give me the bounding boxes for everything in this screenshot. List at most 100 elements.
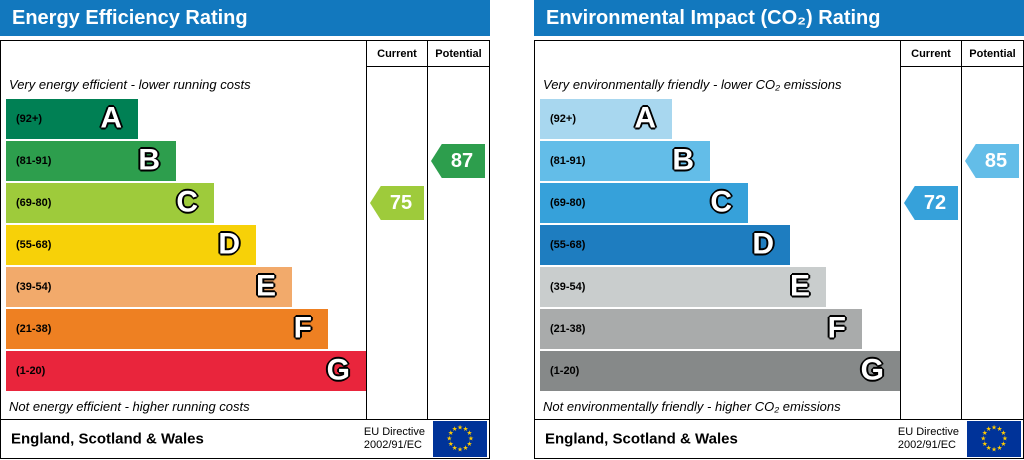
svg-text:★: ★ [467,441,473,448]
band-letter: C [710,185,732,219]
score-value: 87 [450,149,474,172]
rating-band-bar: (92+) A [540,99,672,139]
svg-text:★: ★ [980,436,986,443]
rating-band: (81-91) B [540,141,900,183]
eu-directive-label: EU Directive 2002/91/EC [364,426,425,452]
region-label: England, Scotland & Wales [11,430,204,448]
band-letter: G [860,353,884,387]
band-letter: B [672,143,694,177]
rating-band: (39-54) E [6,267,366,309]
band-range-label: (92+) [16,113,42,125]
band-range-label: (55-68) [550,239,586,251]
band-letter: E [789,269,810,303]
band-letter: F [293,311,312,345]
environmental-impact-panel: Environmental Impact (CO₂) Rating Curren… [534,0,1024,459]
top-note: Very environmentally friendly - lower CO… [543,77,842,92]
rating-band: (39-54) E [540,267,900,309]
current-column-header: Current [901,41,961,67]
svg-text:★: ★ [997,426,1003,433]
rating-band: (69-80) C [540,183,900,225]
rating-band: (1-20) G [6,351,366,393]
band-letter: A [634,101,656,135]
eu-flag-icon: ★ ★★★★★★★★★★★ [433,421,487,457]
rating-band: (1-20) G [540,351,900,393]
panel-title: Energy Efficiency Rating [0,0,490,36]
svg-text:★: ★ [982,430,988,437]
band-range-label: (81-91) [16,155,52,167]
panel-title: Environmental Impact (CO₂) Rating [534,0,1024,36]
svg-text:★: ★ [467,430,473,437]
potential-column-header: Potential [428,41,489,67]
band-letter: B [138,143,160,177]
svg-text:★: ★ [991,425,997,432]
bands-area: (92+) A (81-91) B (69-80) C (55-68) D (3… [540,99,900,393]
band-letter: G [326,353,350,387]
band-range-label: (39-54) [550,281,586,293]
current-column-header: Current [367,41,427,67]
score-value: 75 [389,191,413,214]
rating-band-bar: (55-68) D [6,225,256,265]
eu-directive-line1: EU Directive [363,426,425,438]
rating-band-bar: (92+) A [6,99,138,139]
top-note: Very energy efficient - lower running co… [9,77,251,92]
column-divider [427,41,428,419]
rating-band: (92+) A [6,99,366,141]
band-letter: D [752,227,774,261]
svg-text:★: ★ [986,445,992,452]
rating-band: (69-80) C [6,183,366,225]
svg-text:★: ★ [452,426,458,433]
svg-text:★: ★ [463,426,469,433]
footer: England, Scotland & Wales EU Directive 20… [534,419,1024,459]
svg-text:★: ★ [457,446,463,453]
band-letter: E [255,269,276,303]
score-value: 85 [984,149,1008,172]
svg-text:★: ★ [452,445,458,452]
band-range-label: (21-38) [16,323,52,335]
band-range-label: (1-20) [550,365,580,377]
band-range-label: (92+) [550,113,576,125]
band-letter: D [218,227,240,261]
rating-band: (55-68) D [540,225,900,267]
svg-text:★: ★ [1001,441,1007,448]
svg-text:★: ★ [1001,430,1007,437]
rating-band-bar: (1-20) G [540,351,900,391]
column-divider [961,41,962,419]
svg-text:★: ★ [468,436,474,443]
band-range-label: (81-91) [550,155,586,167]
band-range-label: (69-80) [16,197,52,209]
rating-chart: Current Potential Very environmentally f… [534,40,1024,420]
rating-band: (21-38) F [540,309,900,351]
potential-score-arrow: 87 [431,144,485,178]
band-letter: C [176,185,198,219]
rating-band-bar: (21-38) F [540,309,862,349]
rating-band-bar: (39-54) E [540,267,826,307]
svg-text:★: ★ [463,445,469,452]
band-range-label: (39-54) [16,281,52,293]
eu-flag-icon: ★ ★★★★★★★★★★★ [967,421,1021,457]
rating-band-bar: (81-91) B [6,141,176,181]
band-range-label: (21-38) [550,323,586,335]
svg-text:★: ★ [982,441,988,448]
current-score-arrow: 72 [904,186,958,220]
rating-band: (55-68) D [6,225,366,267]
rating-band-bar: (39-54) E [6,267,292,307]
svg-text:★: ★ [986,426,992,433]
band-range-label: (55-68) [16,239,52,251]
rating-band-bar: (1-20) G [6,351,366,391]
bottom-note: Not environmentally friendly - higher CO… [543,399,841,414]
rating-chart: Current Potential Very energy efficient … [0,40,490,420]
rating-band-bar: (81-91) B [540,141,710,181]
rating-band: (81-91) B [6,141,366,183]
current-score-arrow: 75 [370,186,424,220]
rating-band: (92+) A [540,99,900,141]
rating-band: (21-38) F [6,309,366,351]
rating-band-bar: (21-38) F [6,309,328,349]
band-range-label: (69-80) [550,197,586,209]
svg-text:★: ★ [997,445,1003,452]
band-letter: A [100,101,122,135]
eu-directive-line2: 2002/91/EC [897,439,956,451]
svg-text:★: ★ [448,430,454,437]
svg-text:★: ★ [446,436,452,443]
region-label: England, Scotland & Wales [545,430,738,448]
svg-text:★: ★ [1002,436,1008,443]
